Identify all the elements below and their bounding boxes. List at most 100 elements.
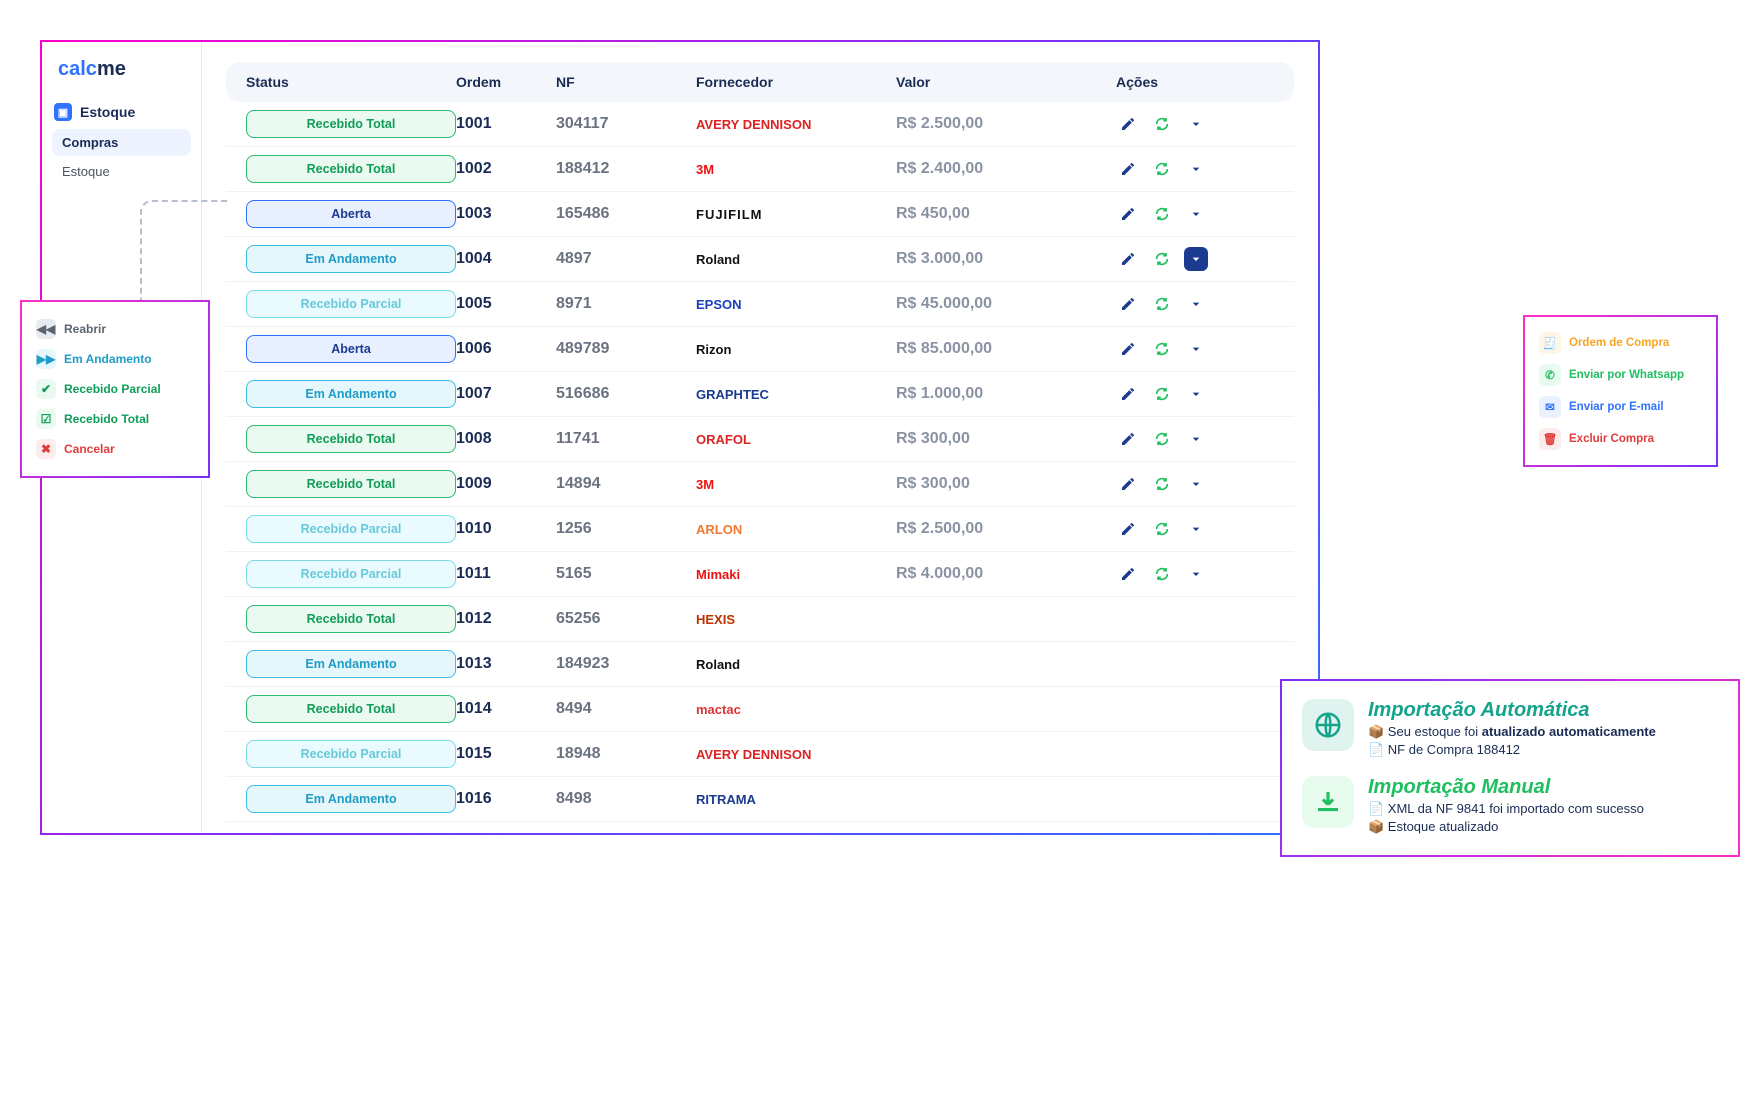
refresh-icon[interactable]: [1150, 292, 1174, 316]
dropdown-icon[interactable]: [1184, 112, 1208, 136]
status-pill[interactable]: Em Andamento: [246, 650, 456, 678]
edit-icon[interactable]: [1116, 517, 1140, 541]
rewind-icon: ◀◀: [36, 319, 56, 339]
cell-fornecedor: ARLON: [696, 522, 896, 537]
refresh-icon[interactable]: [1150, 562, 1174, 586]
cell-ordem: 1001: [456, 115, 556, 133]
cell-acoes: [1116, 517, 1274, 541]
cell-ordem: 1013: [456, 655, 556, 673]
import-notifications: Importação Automática 📦 Seu estoque foi …: [1280, 679, 1740, 857]
edit-icon[interactable]: [1116, 202, 1140, 226]
col-status: Status: [246, 74, 456, 90]
dropdown-icon[interactable]: [1184, 472, 1208, 496]
status-menu-item[interactable]: ◀◀Reabrir: [26, 314, 204, 344]
refresh-icon[interactable]: [1150, 247, 1174, 271]
dropdown-icon[interactable]: [1184, 247, 1208, 271]
status-pill[interactable]: Recebido Total: [246, 470, 456, 498]
cell-valor: R$ 2.500,00: [896, 115, 1116, 133]
sidebar-item-estoque[interactable]: Estoque: [52, 158, 191, 185]
edit-icon[interactable]: [1116, 112, 1140, 136]
globe-icon: [1302, 699, 1354, 751]
table-row: Recebido Total101265256HEXIS: [226, 597, 1294, 642]
table-row: Aberta1006489789RizonR$ 85.000,00: [226, 327, 1294, 372]
edit-icon[interactable]: [1116, 292, 1140, 316]
status-pill[interactable]: Recebido Parcial: [246, 740, 456, 768]
dropdown-icon[interactable]: [1184, 202, 1208, 226]
cell-nf: 8494: [556, 700, 696, 718]
status-menu-item[interactable]: ✖Cancelar: [26, 434, 204, 464]
cell-fornecedor: mactac: [696, 702, 896, 717]
dropdown-icon[interactable]: [1184, 292, 1208, 316]
edit-icon[interactable]: [1116, 472, 1140, 496]
cell-acoes: [1116, 247, 1274, 271]
cell-fornecedor: HEXIS: [696, 612, 896, 627]
cell-fornecedor: Rizon: [696, 342, 896, 357]
cell-fornecedor: ORAFOL: [696, 432, 896, 447]
app-window: calcme ▣ Estoque ComprasEstoque Status O…: [40, 40, 1320, 835]
status-pill[interactable]: Recebido Total: [246, 155, 456, 183]
status-pill[interactable]: Em Andamento: [246, 380, 456, 408]
status-pill[interactable]: Recebido Parcial: [246, 515, 456, 543]
nav-section-label: Estoque: [80, 104, 135, 120]
cell-ordem: 1008: [456, 430, 556, 448]
status-pill[interactable]: Aberta: [246, 335, 456, 363]
dropdown-icon[interactable]: [1184, 382, 1208, 406]
action-menu-item[interactable]: 🗑Excluir Compra: [1531, 423, 1710, 455]
status-pill[interactable]: Aberta: [246, 200, 456, 228]
status-pill[interactable]: Em Andamento: [246, 785, 456, 813]
status-pill[interactable]: Recebido Total: [246, 425, 456, 453]
import-auto-line2: 📄 NF de Compra 188412: [1368, 742, 1656, 758]
sidebar-item-compras[interactable]: Compras: [52, 129, 191, 156]
action-menu-item[interactable]: 🧾Ordem de Compra: [1531, 327, 1710, 359]
cell-acoes: [1116, 292, 1274, 316]
edit-icon[interactable]: [1116, 427, 1140, 451]
cell-nf: 8498: [556, 790, 696, 808]
action-menu-item[interactable]: ✆Enviar por Whatsapp: [1531, 359, 1710, 391]
action-menu-item[interactable]: ✉Enviar por E-mail: [1531, 391, 1710, 423]
cell-nf: 184923: [556, 655, 696, 673]
cell-nf: 18948: [556, 745, 696, 763]
cell-ordem: 1011: [456, 565, 556, 583]
refresh-icon[interactable]: [1150, 202, 1174, 226]
refresh-icon[interactable]: [1150, 337, 1174, 361]
status-pill[interactable]: Recebido Total: [246, 605, 456, 633]
dropdown-icon[interactable]: [1184, 337, 1208, 361]
connector-line: [140, 200, 230, 312]
status-pill[interactable]: Recebido Total: [246, 110, 456, 138]
cell-ordem: 1016: [456, 790, 556, 808]
refresh-icon[interactable]: [1150, 427, 1174, 451]
dropdown-icon[interactable]: [1184, 517, 1208, 541]
status-menu-callout: ◀◀Reabrir▶▶Em Andamento✔Recebido Parcial…: [20, 300, 210, 478]
nav-section-estoque[interactable]: ▣ Estoque: [52, 99, 191, 127]
dropdown-icon[interactable]: [1184, 157, 1208, 181]
status-menu-item[interactable]: ▶▶Em Andamento: [26, 344, 204, 374]
refresh-icon[interactable]: [1150, 112, 1174, 136]
refresh-icon[interactable]: [1150, 517, 1174, 541]
refresh-icon[interactable]: [1150, 382, 1174, 406]
dropdown-icon[interactable]: [1184, 562, 1208, 586]
cell-nf: 14894: [556, 475, 696, 493]
edit-icon[interactable]: [1116, 247, 1140, 271]
cell-acoes: [1116, 382, 1274, 406]
refresh-icon[interactable]: [1150, 472, 1174, 496]
status-pill[interactable]: Recebido Parcial: [246, 560, 456, 588]
dropdown-icon[interactable]: [1184, 427, 1208, 451]
trash-icon: 🗑: [1539, 428, 1561, 450]
status-pill[interactable]: Em Andamento: [246, 245, 456, 273]
col-acoes: Ações: [1116, 74, 1274, 90]
cell-fornecedor: FUJIFILM: [696, 207, 896, 222]
edit-icon[interactable]: [1116, 382, 1140, 406]
status-pill[interactable]: Recebido Total: [246, 695, 456, 723]
table-row: Em Andamento1013184923Roland: [226, 642, 1294, 687]
edit-icon[interactable]: [1116, 157, 1140, 181]
cell-valor: R$ 1.000,00: [896, 385, 1116, 403]
status-menu-item[interactable]: ☑Recebido Total: [26, 404, 204, 434]
status-pill[interactable]: Recebido Parcial: [246, 290, 456, 318]
col-nf: NF: [556, 74, 696, 90]
cell-ordem: 1005: [456, 295, 556, 313]
edit-icon[interactable]: [1116, 337, 1140, 361]
cell-fornecedor: 3M: [696, 477, 896, 492]
status-menu-item[interactable]: ✔Recebido Parcial: [26, 374, 204, 404]
refresh-icon[interactable]: [1150, 157, 1174, 181]
edit-icon[interactable]: [1116, 562, 1140, 586]
